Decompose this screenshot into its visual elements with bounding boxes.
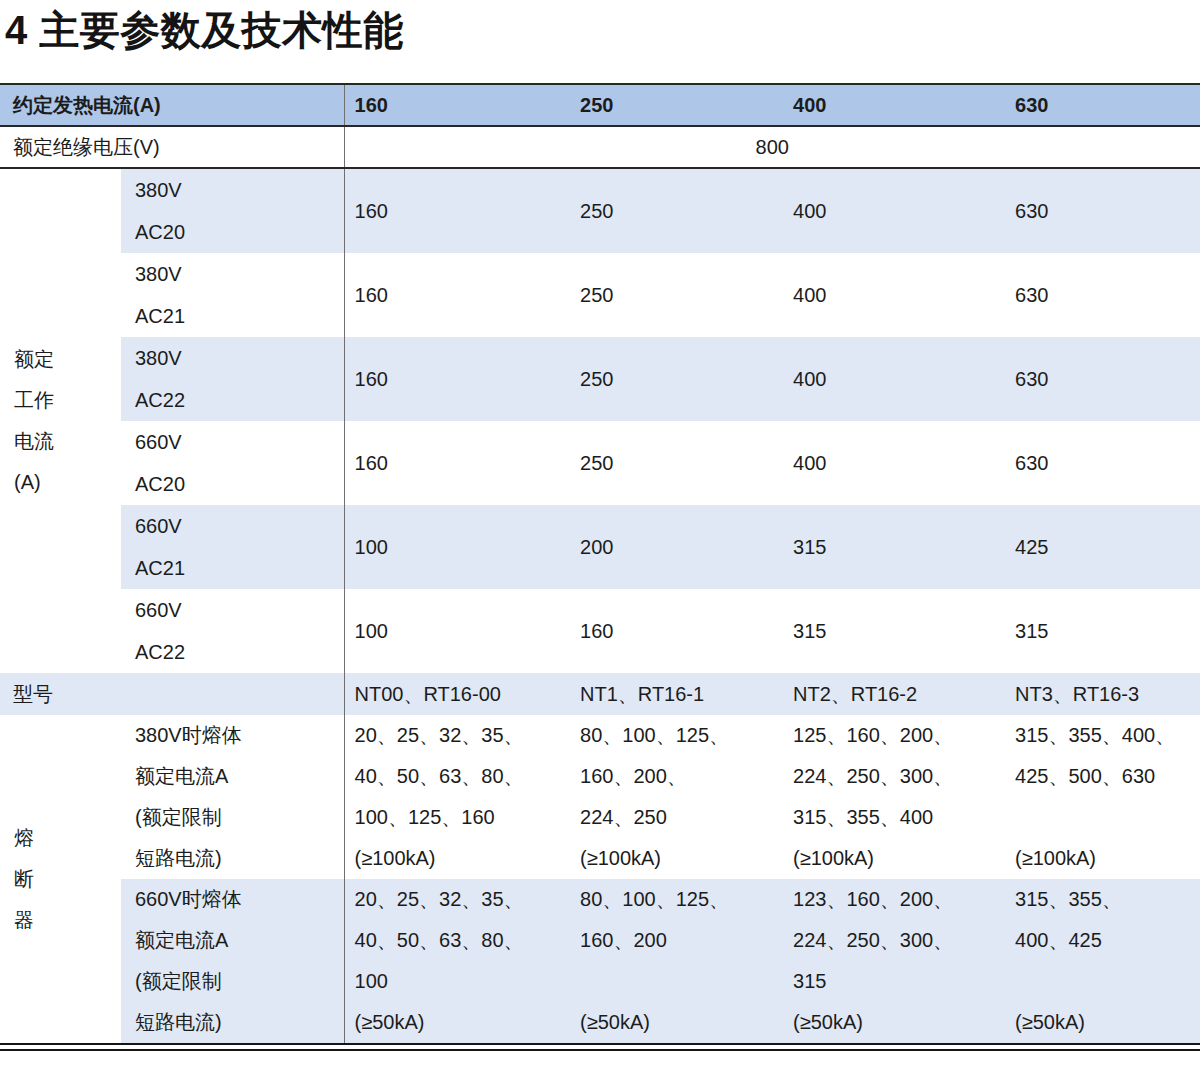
model-row: 型号 NT00、RT16-00 NT1、RT16-1 NT2、RT16-2 NT… [0, 673, 1200, 715]
fuse-row-380v: 熔 断 器 380V时熔体 额定电流A (额定限制 短路电流) 20、25、32… [0, 715, 1200, 879]
value-cell: 160 [570, 589, 783, 673]
fuse-cell: 20、25、32、35、 40、50、63、80、 100 (≥50kA) [344, 879, 570, 1043]
header-col-250: 250 [570, 84, 783, 126]
value-cell: 250 [570, 337, 783, 421]
value-cell: 100 [344, 505, 570, 589]
sub-label: 380V AC21 [121, 253, 344, 337]
working-current-row-380v-ac20: 额定 工作 电流 (A) 380V AC20 160 250 400 630 [0, 168, 1200, 253]
fuse-cell: 125、160、200、 224、250、300、 315、355、400 (≥… [783, 715, 1005, 879]
model-value: NT3、RT16-3 [1005, 673, 1200, 715]
value-cell: 400 [783, 337, 1005, 421]
group-label-line: 额定 [14, 339, 121, 380]
value-cell: 250 [570, 421, 783, 505]
value-cell: 400 [783, 253, 1005, 337]
value-cell: 400 [783, 421, 1005, 505]
header-col-630: 630 [1005, 84, 1200, 126]
sub-label: 660V AC21 [121, 505, 344, 589]
group-label-line: 工作 [14, 380, 121, 421]
value-cell: 160 [344, 168, 570, 253]
fuse-cell: 315、355、400、 425、500、630 (≥100kA) [1005, 715, 1200, 879]
fuse-cell: 315、355、 400、425 (≥50kA) [1005, 879, 1200, 1043]
value-cell: 630 [1005, 168, 1200, 253]
sub-label: 660V AC20 [121, 421, 344, 505]
spec-table: 约定发热电流(A) 160 250 400 630 额定绝缘电压(V) 800 … [0, 83, 1200, 1043]
value-cell: 160 [344, 253, 570, 337]
working-current-row-660v-ac21: 660V AC21 100 200 315 425 [0, 505, 1200, 589]
header-row: 约定发热电流(A) 160 250 400 630 [0, 84, 1200, 126]
group-fuse: 熔 断 器 [0, 715, 121, 1043]
insulation-row: 额定绝缘电压(V) 800 [0, 126, 1200, 168]
fuse-cell: 80、100、125、 160、200 (≥50kA) [570, 879, 783, 1043]
header-label: 约定发热电流(A) [0, 84, 344, 126]
value-cell: 315 [783, 505, 1005, 589]
model-value: NT2、RT16-2 [783, 673, 1005, 715]
fuse-cell: 20、25、32、35、 40、50、63、80、 100、125、160 (≥… [344, 715, 570, 879]
group-label-line: (A) [14, 462, 121, 503]
insulation-label: 额定绝缘电压(V) [0, 126, 344, 168]
working-current-row-380v-ac21: 380V AC21 160 250 400 630 [0, 253, 1200, 337]
value-cell: 400 [783, 168, 1005, 253]
value-cell: 630 [1005, 421, 1200, 505]
fuse-row-660v: 660V时熔体 额定电流A (额定限制 短路电流) 20、25、32、35、 4… [0, 879, 1200, 1043]
value-cell: 425 [1005, 505, 1200, 589]
group-label-line: 器 [14, 900, 121, 941]
group-label-line: 断 [14, 859, 121, 900]
sub-label: 380V时熔体 额定电流A (额定限制 短路电流) [121, 715, 344, 879]
model-value: NT1、RT16-1 [570, 673, 783, 715]
header-col-400: 400 [783, 84, 1005, 126]
fuse-cell: 123、160、200、 224、250、300、 315 (≥50kA) [783, 879, 1005, 1043]
value-cell: 250 [570, 253, 783, 337]
sub-label: 660V时熔体 额定电流A (额定限制 短路电流) [121, 879, 344, 1043]
group-working-current: 额定 工作 电流 (A) [0, 168, 121, 673]
sub-label: 660V AC22 [121, 589, 344, 673]
insulation-value: 800 [344, 126, 1200, 168]
model-label: 型号 [0, 673, 344, 715]
value-cell: 100 [344, 589, 570, 673]
working-current-row-660v-ac22: 660V AC22 100 160 315 315 [0, 589, 1200, 673]
model-value: NT00、RT16-00 [344, 673, 570, 715]
group-label-line: 电流 [14, 421, 121, 462]
sub-label: 380V AC20 [121, 168, 344, 253]
value-cell: 160 [344, 337, 570, 421]
value-cell: 315 [783, 589, 1005, 673]
table-bottom-rule [0, 1043, 1200, 1051]
sub-label: 380V AC22 [121, 337, 344, 421]
value-cell: 630 [1005, 337, 1200, 421]
fuse-cell: 80、100、125、 160、200、 224、250 (≥100kA) [570, 715, 783, 879]
group-label-line: 熔 [14, 818, 121, 859]
value-cell: 250 [570, 168, 783, 253]
value-cell: 200 [570, 505, 783, 589]
working-current-row-380v-ac22: 380V AC22 160 250 400 630 [0, 337, 1200, 421]
section-title: 4 主要参数及技术性能 [5, 6, 1200, 54]
working-current-row-660v-ac20: 660V AC20 160 250 400 630 [0, 421, 1200, 505]
header-col-160: 160 [344, 84, 570, 126]
value-cell: 315 [1005, 589, 1200, 673]
value-cell: 160 [344, 421, 570, 505]
value-cell: 630 [1005, 253, 1200, 337]
